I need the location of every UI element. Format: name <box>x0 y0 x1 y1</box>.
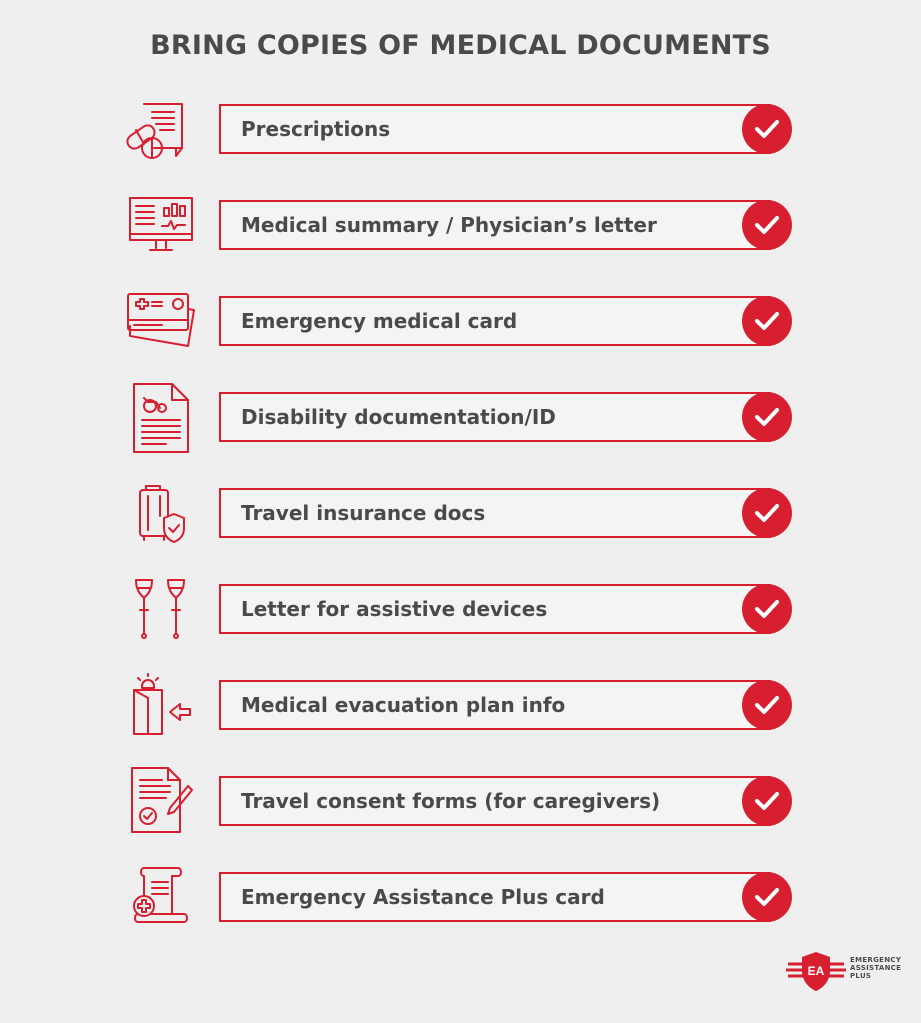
svg-text:EA: EA <box>808 964 825 978</box>
list-item: Medical summary / Physician’s letter <box>0 196 921 292</box>
list-item: Emergency Assistance Plus card <box>0 867 921 964</box>
item-box: Prescriptions <box>219 104 771 154</box>
check-icon <box>742 584 792 634</box>
item-label: Medical evacuation plan info <box>241 693 566 717</box>
list-item: Medical evacuation plan info <box>0 673 921 772</box>
list-item: Travel insurance docs <box>0 484 921 580</box>
medical-monitor-icon <box>122 196 198 260</box>
evacuation-exit-icon <box>122 673 198 740</box>
check-icon <box>742 872 792 922</box>
luggage-shield-icon <box>122 484 198 548</box>
medical-card-icon <box>122 292 198 356</box>
consent-form-pen-icon <box>122 767 198 836</box>
check-icon <box>742 488 792 538</box>
crutches-icon <box>122 579 198 644</box>
item-label: Emergency medical card <box>241 309 518 333</box>
list-item: Disability documentation/ID <box>0 383 921 484</box>
check-icon <box>742 776 792 826</box>
item-box: Travel consent forms (for caregivers) <box>219 776 771 826</box>
list-item: Travel consent forms (for caregivers) <box>0 767 921 868</box>
item-label: Emergency Assistance Plus card <box>241 885 605 909</box>
medical-scroll-icon <box>122 867 198 932</box>
item-box: Letter for assistive devices <box>219 584 771 634</box>
item-box: Medical summary / Physician’s letter <box>219 200 771 250</box>
check-icon <box>742 200 792 250</box>
item-label: Letter for assistive devices <box>241 597 548 621</box>
list-item: Letter for assistive devices <box>0 579 921 676</box>
check-icon <box>742 680 792 730</box>
item-label: Travel consent forms (for caregivers) <box>241 789 661 813</box>
item-label: Disability documentation/ID <box>241 405 556 429</box>
item-box: Emergency Assistance Plus card <box>219 872 771 922</box>
prescription-pills-icon <box>122 100 198 164</box>
company-logo: EA EMERGENCY ASSISTANCE PLUS <box>786 950 902 994</box>
logo-text: EMERGENCY ASSISTANCE PLUS <box>850 956 902 980</box>
list-item: Emergency medical card <box>0 292 921 388</box>
item-box: Disability documentation/ID <box>219 392 771 442</box>
list-item: Prescriptions <box>0 100 921 196</box>
item-label: Prescriptions <box>241 117 391 141</box>
disability-document-icon <box>122 383 198 453</box>
item-box: Travel insurance docs <box>219 488 771 538</box>
item-label: Travel insurance docs <box>241 501 486 525</box>
check-icon <box>742 104 792 154</box>
item-box: Emergency medical card <box>219 296 771 346</box>
check-icon <box>742 392 792 442</box>
item-label: Medical summary / Physician’s letter <box>241 213 657 237</box>
check-icon <box>742 296 792 346</box>
page-title: BRING COPIES OF MEDICAL DOCUMENTS <box>150 30 771 61</box>
item-box: Medical evacuation plan info <box>219 680 771 730</box>
shield-logo-icon: EA <box>786 952 846 991</box>
